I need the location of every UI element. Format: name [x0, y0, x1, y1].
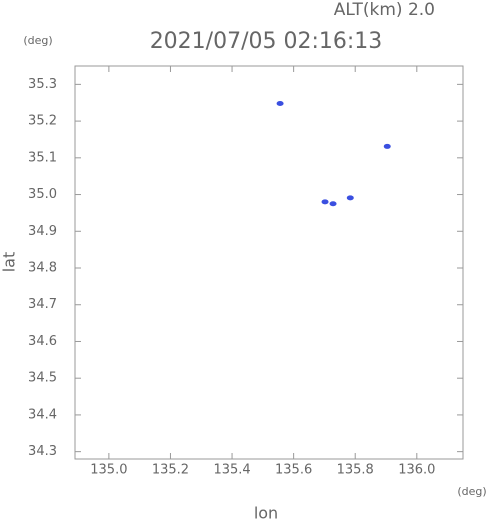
x-tick-label: 135.4 — [213, 463, 250, 478]
y-tick-label: 35.0 — [28, 187, 57, 202]
y-tick-label: 34.5 — [28, 371, 57, 386]
point — [329, 201, 337, 207]
x-tick-label: 135.0 — [90, 463, 127, 478]
chart-subtitle: ALT(km) 2.0 — [334, 0, 435, 20]
chart-title: 2021/07/05 02:16:13 — [150, 29, 383, 54]
y-tick-label: 34.7 — [28, 297, 57, 312]
point — [276, 100, 284, 106]
y-axis-label: lat — [0, 252, 19, 273]
y-tick-label: 34.3 — [28, 444, 57, 459]
y-tick-label: 35.1 — [28, 150, 57, 165]
y-tick-label: 34.4 — [28, 407, 57, 422]
x-tick-label: 136.0 — [398, 463, 435, 478]
point — [383, 143, 391, 149]
y-tick-label: 34.9 — [28, 224, 57, 239]
x-tick-label: 135.8 — [337, 463, 374, 478]
x-tick-label: 135.6 — [275, 463, 312, 478]
x-tick-label: 135.2 — [152, 463, 189, 478]
point — [346, 195, 354, 201]
x-unit: (deg) — [457, 485, 486, 498]
y-tick-label: 34.6 — [28, 334, 57, 349]
y-tick-label: 35.3 — [28, 77, 57, 92]
y-tick-label: 34.8 — [28, 261, 57, 276]
point — [321, 199, 329, 205]
plot-frame — [74, 65, 464, 460]
x-axis-label: lon — [254, 504, 278, 521]
y-tick-label: 35.2 — [28, 114, 57, 129]
y-unit: (deg) — [23, 34, 52, 47]
